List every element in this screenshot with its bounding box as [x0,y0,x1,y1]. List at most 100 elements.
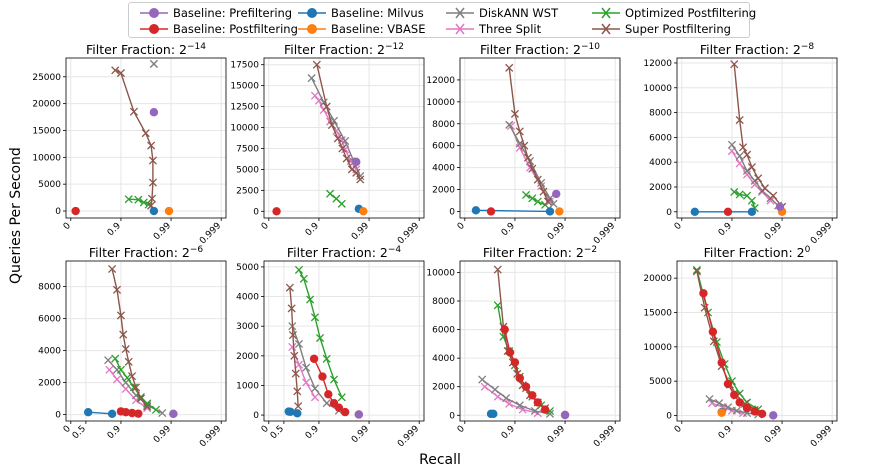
y-tick-label: 0 [55,411,61,421]
data-point [286,407,295,417]
series-optimized-postfiltering [124,195,153,209]
data-point [310,313,320,322]
x-tick-label: 0.99 [152,424,173,445]
data-point [164,206,174,216]
data-point [149,108,159,117]
data-point [732,406,741,415]
x-marker-icon [592,7,620,19]
data-point [758,187,767,197]
plot-frame [263,57,425,219]
x-marker-icon [446,23,474,35]
y-tick-label: 0 [449,207,455,217]
data-point [478,375,487,384]
data-point [757,409,767,418]
data-point [169,409,178,418]
data-point [523,153,533,162]
panel-title-exponent: −6 [190,245,204,255]
series-baseline-milvus [149,206,159,216]
data-point [520,141,529,150]
data-point [708,327,718,336]
plot-frame [65,260,227,422]
x-tick-label: 0.9 [717,424,734,441]
y-tick-label: 0 [253,411,259,421]
data-point [493,265,502,274]
data-point [288,331,297,340]
series-optimized-postfiltering [730,187,759,213]
data-point [119,330,128,339]
y-tick-label: 5000 [236,165,259,175]
y-tick-label: 2000 [38,379,61,389]
y-tick-label: 17500 [230,61,259,71]
data-point [124,195,133,204]
data-point [148,178,157,187]
data-point [127,372,137,381]
x-axis-label: Recall [419,452,461,468]
data-point [533,398,542,407]
y-tick-label: 4000 [649,158,672,168]
chart-panel-7: Filter Fraction: 2−2 0 2000 4000 6000 8000 100… [426,245,621,449]
data-point [329,375,339,384]
data-point [307,74,316,83]
y-tick-label: 8000 [38,283,61,293]
series-super-postfiltering [312,60,365,184]
series-line [111,268,148,408]
panel-title-exponent: 0 [805,245,811,255]
plot-frame [65,57,227,219]
panel-title: Filter Fraction: 2−14 [86,42,206,57]
panel-title-text: Filter Fraction: 2 [483,245,584,260]
data-point [108,264,117,274]
series-baseline-prefiltering [352,157,361,167]
panel-title-exponent: −14 [187,42,206,52]
data-point [143,399,152,408]
plot-frame [676,260,838,422]
x-marker-icon [592,23,620,35]
series-super-postfiltering [111,66,157,210]
data-point [738,143,748,152]
panel-title: Filter Fraction: 2−2 [483,245,597,260]
data-point [747,196,756,205]
data-point [104,356,113,365]
data-point [533,197,542,206]
series-line [298,269,343,398]
y-tick-label: 10000 [426,98,455,108]
data-point [515,373,524,383]
data-point [148,156,157,165]
x-tick-label: 0.999 [198,221,223,246]
legend-label: Optimized Postfiltering [625,6,757,20]
x-tick-label: 0.99 [350,221,371,242]
data-point [322,354,331,363]
panel-title-text: Filter Fraction: 2 [480,42,581,57]
data-point [290,351,299,360]
y-tick-label: 20000 [643,274,672,284]
data-point [324,390,333,399]
y-tick-label: 12000 [426,76,455,86]
data-point [83,408,93,417]
y-tick-label: 12000 [643,59,672,69]
data-point [131,383,141,392]
y-tick-label: 0 [666,412,672,422]
data-point [116,68,125,78]
data-point [333,134,342,143]
data-point [134,409,143,418]
y-tick-label: 2000 [432,186,455,196]
data-point [515,127,524,136]
data-point [111,354,120,363]
series-baseline-prefiltering [775,202,785,212]
legend-label: Baseline: Postfiltering [173,22,298,36]
y-tick-label: 20000 [32,100,61,110]
data-point [149,206,159,216]
series-baseline-prefiltering [769,411,778,420]
legend-label: Baseline: Milvus [331,6,424,20]
data-point [105,365,114,374]
series-baseline-prefiltering [552,189,561,199]
data-point [309,354,319,363]
legend-label: Super Postfiltering [625,22,731,36]
series-baseline-postfiltering [272,207,281,216]
y-tick-label: 8000 [432,297,455,307]
series-baseline-postfiltering [723,207,733,216]
plot-frame [676,57,838,219]
data-point [287,304,296,313]
y-tick-label: 10000 [230,124,259,134]
data-point [510,358,520,367]
data-point [147,141,156,150]
